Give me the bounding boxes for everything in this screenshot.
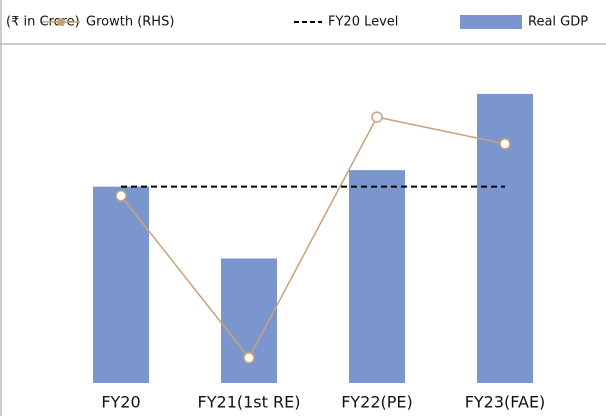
- growth-point: [499, 138, 511, 150]
- legend-label: Real GDP: [528, 15, 588, 30]
- legend-label: FY20 Level: [328, 15, 398, 30]
- legend-swatch: [460, 15, 522, 29]
- bar: [93, 186, 149, 383]
- growth-point: [371, 111, 383, 123]
- growth-line: [120, 116, 506, 360]
- bar: [477, 93, 533, 383]
- x-tick-label: FY20: [101, 393, 140, 412]
- growth-point: [115, 190, 127, 202]
- bar: [349, 170, 405, 383]
- x-tick-label: FY22(PE): [341, 393, 413, 412]
- x-tick-label: FY21(1st RE): [198, 393, 301, 412]
- legend-marker: [57, 18, 65, 26]
- x-tick-label: FY23(FAE): [465, 393, 546, 412]
- growth-point: [243, 352, 255, 364]
- legend-label: Growth (RHS): [86, 15, 174, 30]
